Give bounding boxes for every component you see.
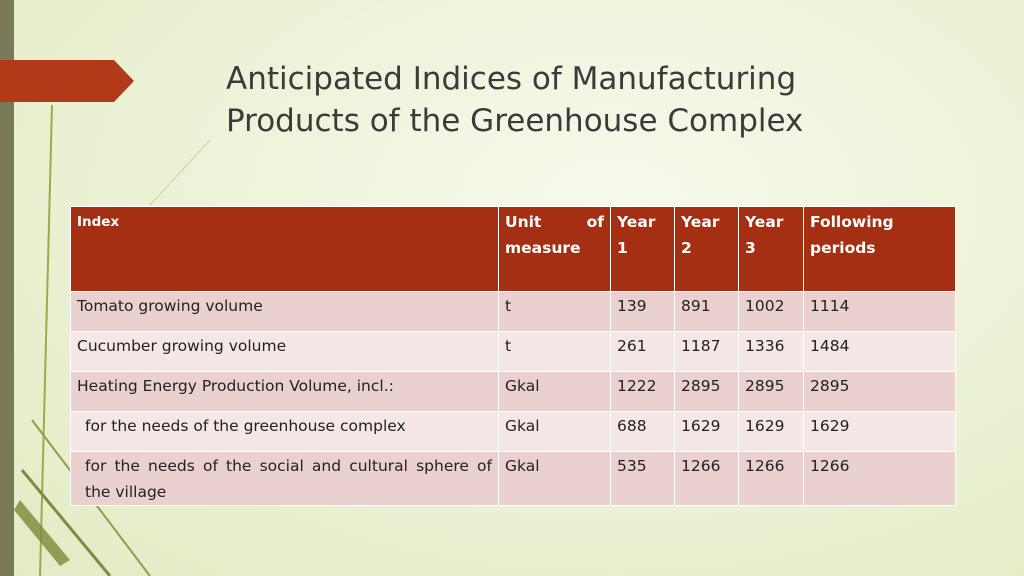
cell-index: Cucumber growing volume xyxy=(70,331,499,372)
cell-year2: 891 xyxy=(674,291,739,332)
cell-year3: 1002 xyxy=(738,291,804,332)
header-unit: Unit of measure xyxy=(498,206,611,292)
title-accent-arrow xyxy=(0,60,134,102)
header-year2: Year 2 xyxy=(674,206,739,292)
cell-following: 2895 xyxy=(803,371,956,412)
cell-unit: t xyxy=(498,291,611,332)
table-row: Cucumber growing volume t 261 1187 1336 … xyxy=(70,331,956,372)
cell-year2: 2895 xyxy=(674,371,739,412)
header-index: Index xyxy=(70,206,499,292)
cell-index: for the needs of the social and cultural… xyxy=(70,451,499,506)
cell-unit: t xyxy=(498,331,611,372)
cell-year1: 261 xyxy=(610,331,675,372)
page-title: Anticipated Indices of Manufacturing Pro… xyxy=(226,58,986,142)
table-row: for the needs of the greenhouse complex … xyxy=(70,411,956,452)
cell-year1: 688 xyxy=(610,411,675,452)
header-year1: Year 1 xyxy=(610,206,675,292)
table-header-row: Index Unit of measure Year 1 Year 2 Year… xyxy=(70,206,956,292)
cell-year1: 139 xyxy=(610,291,675,332)
cell-year3: 2895 xyxy=(738,371,804,412)
title-line-2: Products of the Greenhouse Complex xyxy=(226,103,804,139)
header-following: Following periods xyxy=(803,206,956,292)
cell-year2: 1187 xyxy=(674,331,739,372)
cell-index: Tomato growing volume xyxy=(70,291,499,332)
cell-year2: 1266 xyxy=(674,451,739,506)
indices-table-container: Index Unit of measure Year 1 Year 2 Year… xyxy=(70,206,956,506)
cell-unit: Gkal xyxy=(498,451,611,506)
cell-year1: 1222 xyxy=(610,371,675,412)
cell-index: Heating Energy Production Volume, incl.: xyxy=(70,371,499,412)
cell-following: 1629 xyxy=(803,411,956,452)
table-row: Heating Energy Production Volume, incl.:… xyxy=(70,371,956,412)
table-row: for the needs of the social and cultural… xyxy=(70,451,956,506)
cell-year1: 535 xyxy=(610,451,675,506)
cell-unit: Gkal xyxy=(498,411,611,452)
left-decorative-bar xyxy=(0,0,14,576)
cell-unit: Gkal xyxy=(498,371,611,412)
cell-year2: 1629 xyxy=(674,411,739,452)
title-line-1: Anticipated Indices of Manufacturing xyxy=(226,61,797,97)
header-year3: Year 3 xyxy=(738,206,804,292)
cell-year3: 1336 xyxy=(738,331,804,372)
table-row: Tomato growing volume t 139 891 1002 111… xyxy=(70,291,956,332)
cell-following: 1266 xyxy=(803,451,956,506)
cell-index: for the needs of the greenhouse complex xyxy=(70,411,499,452)
cell-year3: 1629 xyxy=(738,411,804,452)
indices-table: Index Unit of measure Year 1 Year 2 Year… xyxy=(70,206,956,506)
cell-following: 1114 xyxy=(803,291,956,332)
cell-following: 1484 xyxy=(803,331,956,372)
cell-year3: 1266 xyxy=(738,451,804,506)
